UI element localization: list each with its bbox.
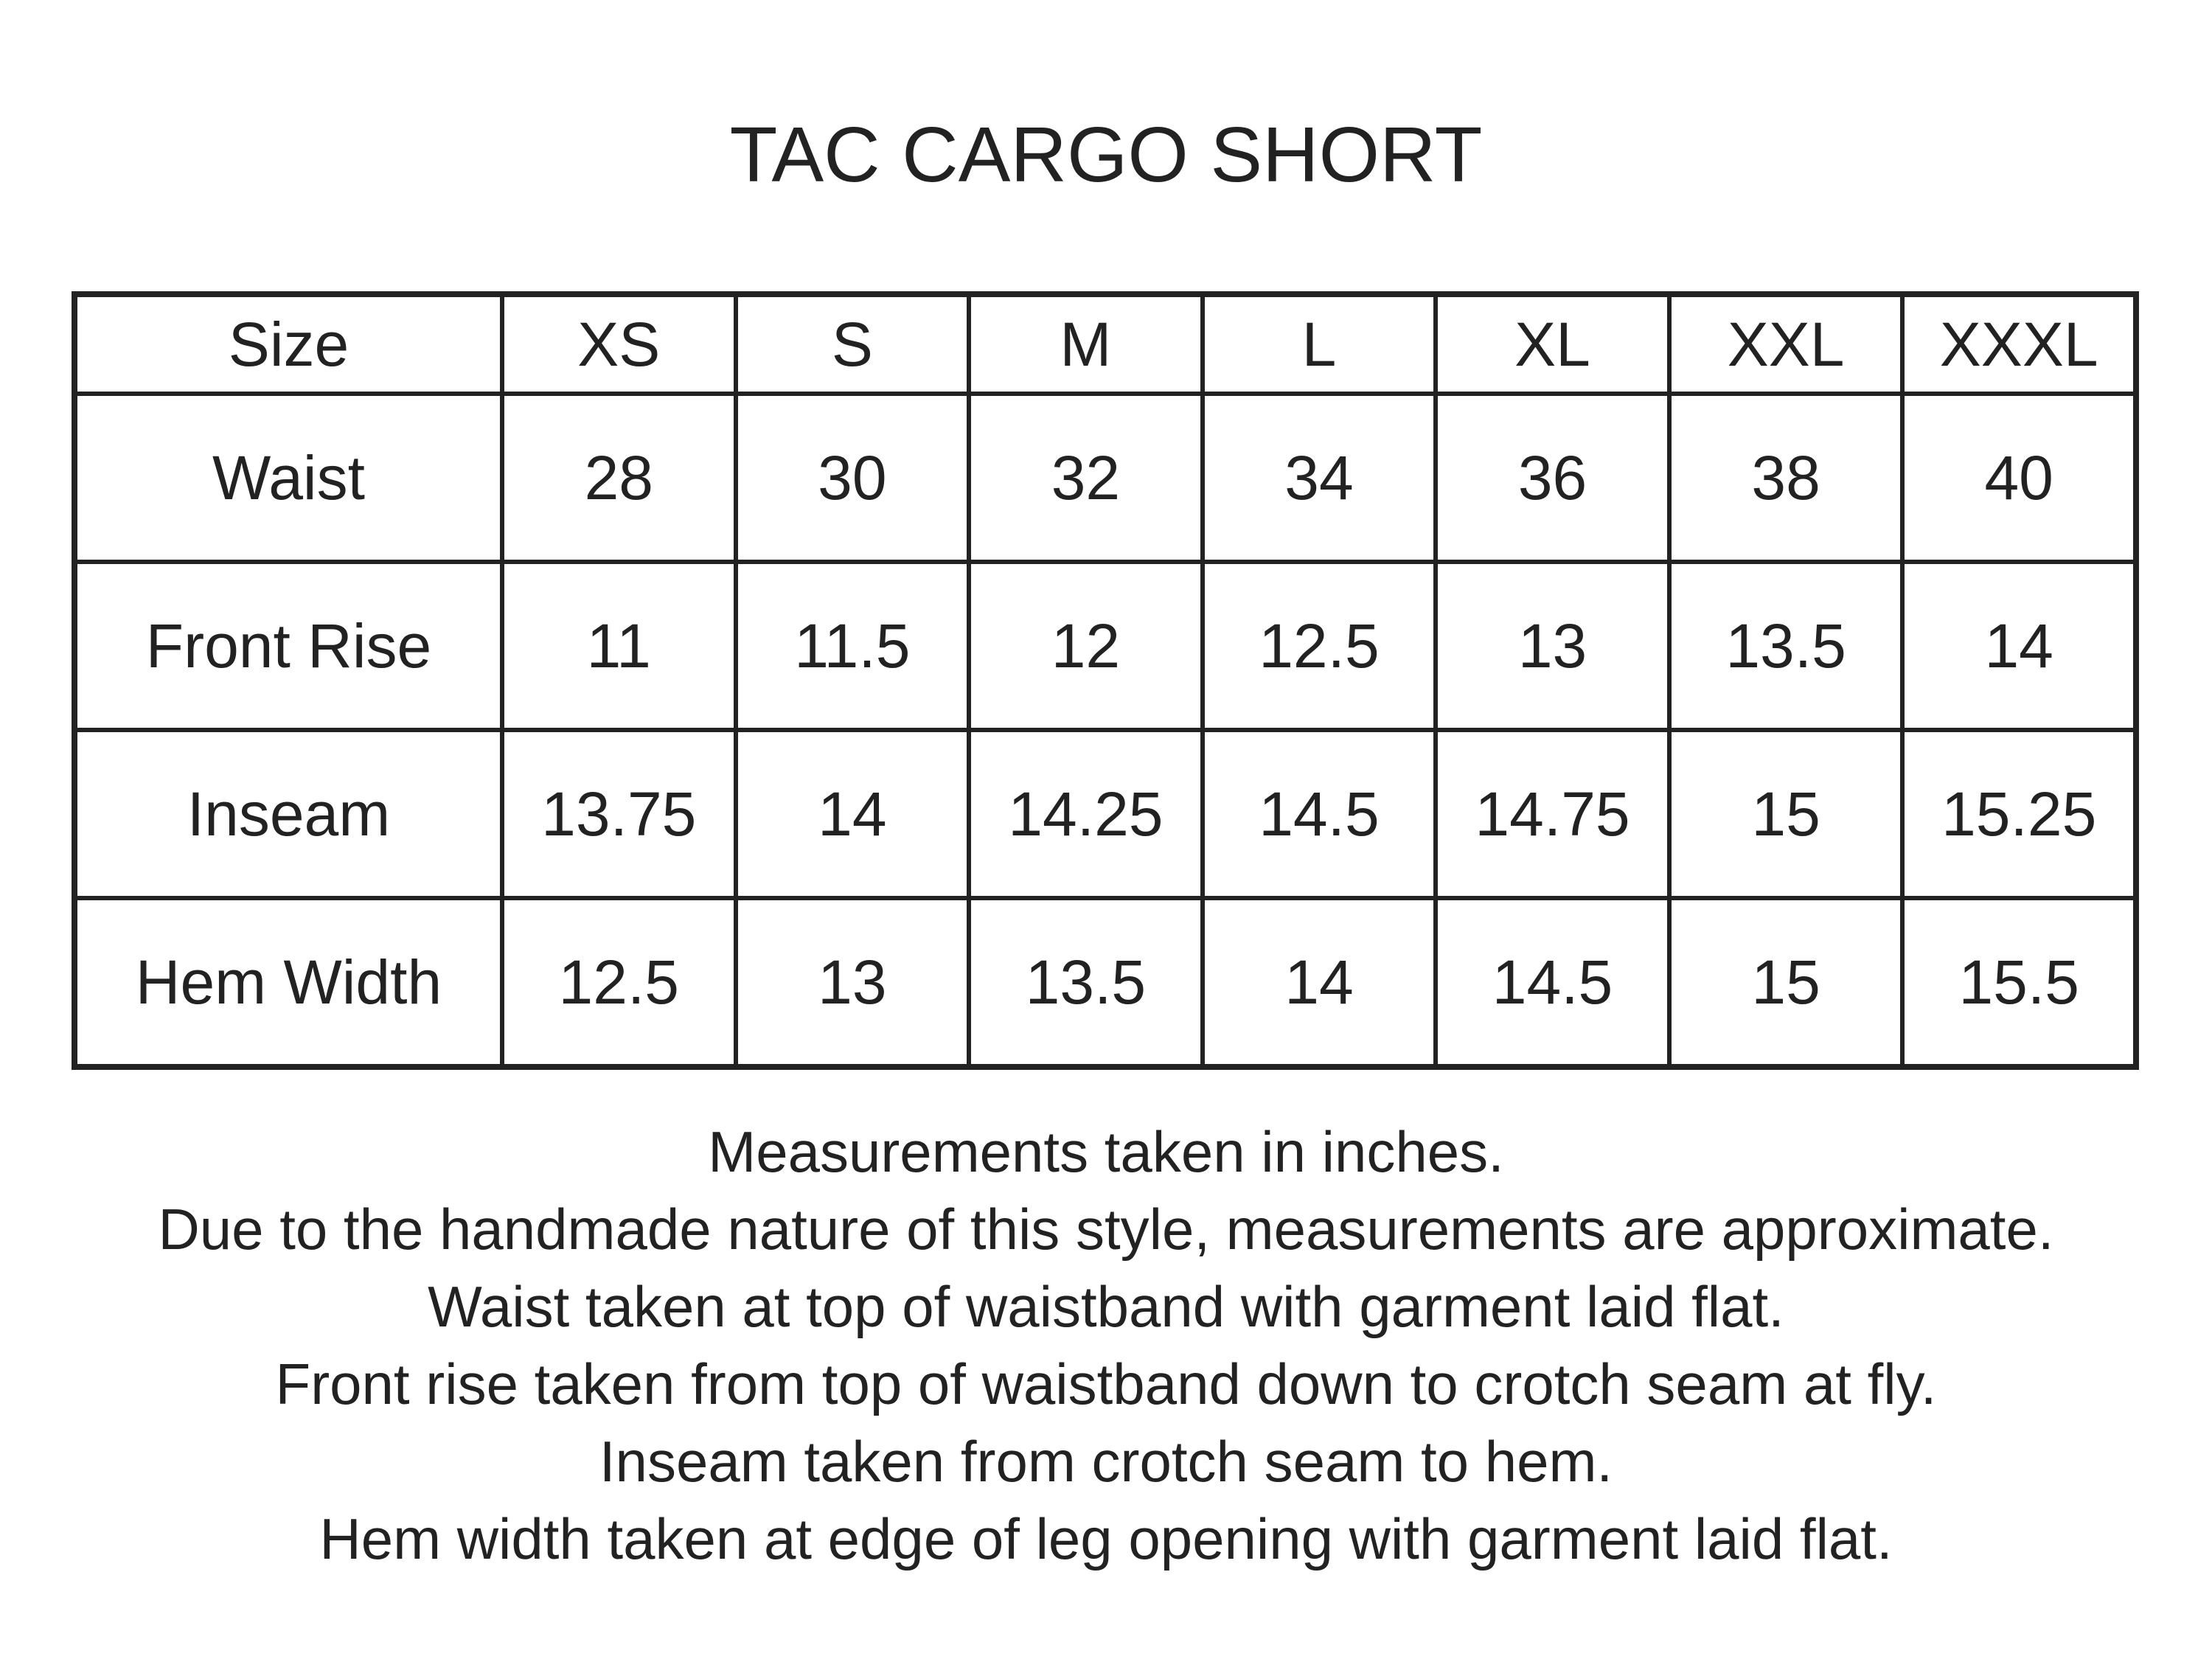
table-cell: 12 xyxy=(967,560,1205,732)
table-cell: 13.5 xyxy=(1666,560,1905,732)
table-cell: 11.5 xyxy=(733,560,972,732)
table-row: Front Rise 11 11.5 12 12.5 13 13.5 14 xyxy=(72,560,2138,732)
table-cell: XXXL xyxy=(1900,292,2138,396)
table-cell: 30 xyxy=(733,392,972,564)
table-cell: 14 xyxy=(1200,896,1439,1069)
measurement-notes: Measurements taken in inches. Due to the … xyxy=(0,1113,2212,1578)
page-title: TAC CARGO SHORT xyxy=(729,111,1483,198)
table-cell: 13 xyxy=(1433,560,1672,732)
note-line: Inseam taken from crotch seam to hem. xyxy=(599,1429,1613,1494)
header-row: Size XS S M L XL XXL XXXL xyxy=(72,292,2138,396)
table-cell: 36 xyxy=(1433,392,1672,564)
note-line: Due to the handmade nature of this style… xyxy=(158,1197,2054,1262)
table-cell: 14.75 xyxy=(1433,728,1672,900)
table-cell: XL xyxy=(1433,292,1672,396)
table-cell: 40 xyxy=(1900,392,2138,564)
table-cell: S xyxy=(733,292,972,396)
table-cell: XXL xyxy=(1666,292,1905,396)
table-cell: XS xyxy=(500,292,738,396)
table-cell: 38 xyxy=(1666,392,1905,564)
table-cell: 34 xyxy=(1200,392,1439,564)
row-label: Hem Width xyxy=(72,896,504,1069)
table-cell: 13.5 xyxy=(967,896,1205,1069)
note-line: Front rise taken from top of waistband d… xyxy=(275,1352,1937,1416)
table-cell: M xyxy=(967,292,1205,396)
note-line: Hem width taken at edge of leg opening w… xyxy=(319,1506,1893,1571)
table-cell: L xyxy=(1200,292,1439,396)
row-label: Waist xyxy=(72,392,504,564)
table-row: Waist 28 30 32 34 36 38 40 xyxy=(72,392,2138,564)
table-cell: 32 xyxy=(967,392,1205,564)
row-label: Front Rise xyxy=(72,560,504,732)
table-cell: 12.5 xyxy=(500,896,738,1069)
note-line: Measurements taken in inches. xyxy=(708,1119,1504,1184)
row-label: Size xyxy=(72,292,504,396)
table-cell: 15 xyxy=(1666,728,1905,900)
row-label: Inseam xyxy=(72,728,504,900)
table-cell: 15 xyxy=(1666,896,1905,1069)
table-cell: 14 xyxy=(1900,560,2138,732)
table-cell: 28 xyxy=(500,392,738,564)
table-cell: 14 xyxy=(733,728,972,900)
note-line: Waist taken at top of waistband with gar… xyxy=(428,1274,1784,1339)
size-chart-table: Size XS S M L XL XXL XXXL Waist 28 30 32 34 36 38 40 Fro… xyxy=(72,291,2139,1070)
table-cell: 11 xyxy=(500,560,738,732)
table-cell: 15.25 xyxy=(1900,728,2138,900)
table-cell: 13.75 xyxy=(500,728,738,900)
table-row: Inseam 13.75 14 14.25 14.5 14.75 15 15.25 xyxy=(72,728,2138,900)
table-cell: 15.5 xyxy=(1900,896,2138,1069)
table-cell: 12.5 xyxy=(1200,560,1439,732)
table-cell: 13 xyxy=(733,896,972,1069)
table-row: Hem Width 12.5 13 13.5 14 14.5 15 15.5 xyxy=(72,896,2138,1069)
table-cell: 14.5 xyxy=(1200,728,1439,900)
table-cell: 14.25 xyxy=(967,728,1205,900)
table-cell: 14.5 xyxy=(1433,896,1672,1069)
